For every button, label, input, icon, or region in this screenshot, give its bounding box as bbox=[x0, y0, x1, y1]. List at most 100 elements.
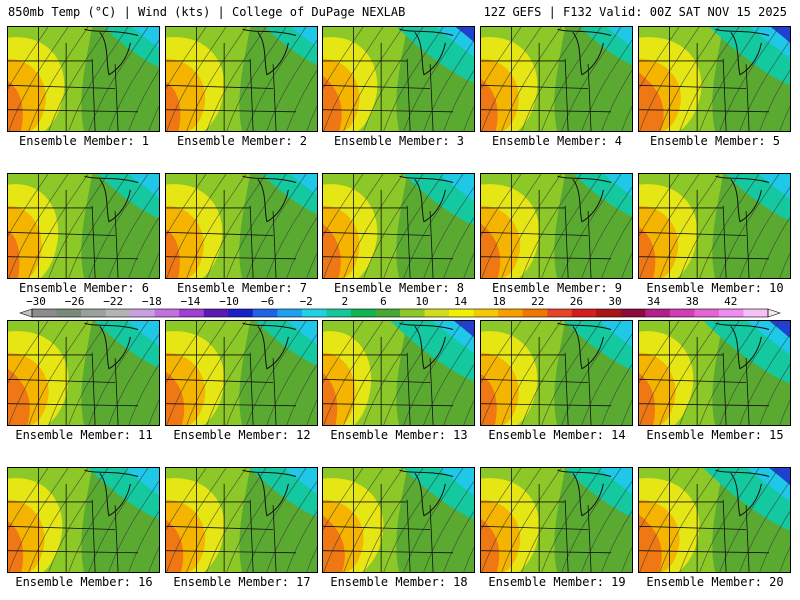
state-border bbox=[323, 550, 454, 554]
wind-streamline bbox=[166, 27, 227, 131]
wind-streamline bbox=[383, 468, 444, 572]
wind-streamline bbox=[128, 69, 159, 131]
wind-streamline bbox=[659, 468, 720, 572]
wind-streamline bbox=[28, 27, 89, 131]
wind-streamline bbox=[443, 363, 474, 425]
wind-streamline bbox=[286, 216, 317, 278]
wind-streamline bbox=[481, 321, 522, 384]
colorbar-tick-label: −18 bbox=[141, 295, 162, 308]
state-border bbox=[587, 358, 592, 425]
state-border bbox=[166, 403, 297, 407]
state-border bbox=[564, 499, 569, 572]
wind-streamline bbox=[463, 252, 474, 278]
state-border bbox=[722, 352, 727, 425]
wind-streamline bbox=[541, 174, 602, 278]
state-border bbox=[481, 378, 589, 383]
wind-streamline bbox=[481, 27, 522, 90]
state-border bbox=[323, 231, 431, 236]
field-band-2c bbox=[746, 321, 790, 355]
great-lakes-coastline bbox=[242, 469, 297, 517]
wind-streamline bbox=[166, 468, 207, 531]
field-band-22c bbox=[8, 368, 30, 425]
wind-streamline bbox=[246, 27, 307, 131]
state-border bbox=[8, 378, 116, 383]
wind-streamline bbox=[639, 27, 680, 90]
wind-streamline bbox=[659, 27, 720, 131]
state-border bbox=[722, 58, 727, 131]
wind-streamline bbox=[206, 27, 267, 131]
wind-streamline bbox=[323, 27, 364, 90]
wind-streamline bbox=[306, 252, 317, 278]
wind-streamline bbox=[423, 186, 474, 278]
wind-streamline bbox=[581, 333, 632, 425]
state-border bbox=[406, 499, 411, 572]
wind-streamline bbox=[739, 39, 790, 131]
wind-streamline bbox=[481, 174, 522, 237]
wind-streamline bbox=[719, 27, 780, 131]
wind-streamline bbox=[286, 69, 317, 131]
colorbar-tick-label: 26 bbox=[569, 295, 584, 308]
wind-streamline bbox=[286, 363, 317, 425]
field-band-22c bbox=[8, 81, 23, 131]
state-border bbox=[481, 231, 589, 236]
ensemble-map-panel bbox=[165, 26, 318, 132]
field-band-minus2c bbox=[455, 27, 474, 43]
state-border bbox=[564, 58, 569, 131]
wind-streamline bbox=[423, 480, 474, 572]
wind-streamline bbox=[719, 468, 780, 572]
temperature-field-map bbox=[166, 174, 317, 278]
wind-streamline bbox=[68, 174, 129, 278]
wind-streamline bbox=[501, 321, 562, 425]
wind-streamline bbox=[501, 174, 562, 278]
state-border bbox=[639, 231, 747, 236]
wind-streamline bbox=[266, 333, 317, 425]
state-border bbox=[722, 499, 727, 572]
wind-streamline bbox=[8, 174, 69, 278]
wind-streamline bbox=[323, 468, 364, 531]
wind-streamline bbox=[306, 105, 317, 131]
field-band-2c bbox=[758, 174, 790, 199]
colorbar-swatch bbox=[81, 309, 107, 317]
state-border bbox=[323, 525, 431, 530]
colorbar-swatch bbox=[228, 309, 254, 317]
wind-streamline bbox=[759, 510, 790, 572]
ensemble-map-panel bbox=[7, 467, 160, 573]
temperature-field-map bbox=[323, 27, 474, 131]
wind-streamline bbox=[8, 174, 49, 237]
great-lakes-coastline bbox=[715, 28, 770, 76]
wind-streamline bbox=[68, 468, 129, 572]
state-border bbox=[8, 403, 139, 407]
state-border bbox=[272, 505, 277, 572]
wind-streamline bbox=[443, 69, 474, 131]
wind-streamline bbox=[639, 174, 700, 278]
state-border bbox=[481, 525, 589, 530]
wind-streamline bbox=[639, 321, 680, 384]
colorbar-tick-label: −26 bbox=[64, 295, 85, 308]
wind-streamline bbox=[601, 69, 632, 131]
wind-streamline bbox=[48, 174, 109, 278]
state-border bbox=[481, 109, 612, 113]
state-border bbox=[166, 256, 297, 260]
wind-streamline bbox=[246, 174, 307, 278]
state-border bbox=[481, 84, 589, 89]
field-band-22c bbox=[8, 230, 20, 278]
great-lakes-coastline bbox=[557, 469, 612, 517]
wind-streamline bbox=[561, 468, 622, 572]
field-band-2c bbox=[289, 174, 317, 196]
state-border bbox=[91, 352, 96, 425]
wind-streamline bbox=[383, 321, 444, 425]
field-band-2c bbox=[746, 468, 790, 502]
ensemble-member-label: Ensemble Member: 3 bbox=[333, 134, 465, 148]
ensemble-map-panel bbox=[322, 173, 475, 279]
ensemble-member-label: Ensemble Member: 5 bbox=[649, 134, 781, 148]
colorbar-swatch bbox=[498, 309, 524, 317]
field-band-minus2c bbox=[454, 321, 474, 338]
state-border bbox=[481, 403, 612, 407]
state-border bbox=[406, 352, 411, 425]
wind-streamline bbox=[561, 174, 622, 278]
ensemble-map-panel bbox=[638, 320, 791, 426]
wind-streamline bbox=[581, 480, 632, 572]
field-band-22c bbox=[639, 227, 656, 278]
wind-streamline bbox=[659, 321, 720, 425]
